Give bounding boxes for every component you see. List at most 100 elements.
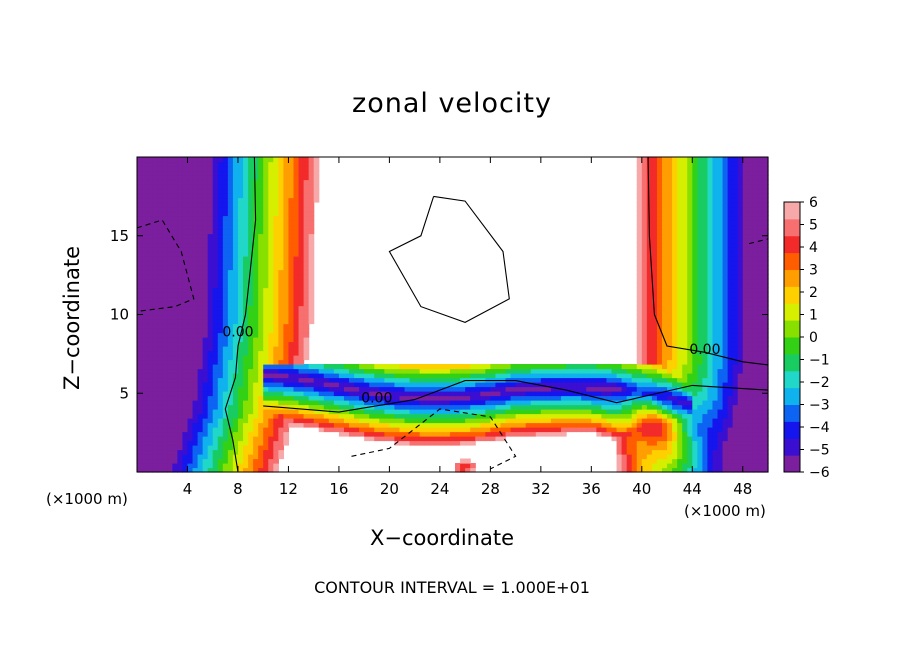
- heat-cell: [298, 350, 305, 356]
- heat-cell: [661, 224, 668, 230]
- heat-cell: [137, 395, 143, 401]
- heat-cell: [672, 382, 678, 388]
- heat-cell: [243, 458, 249, 464]
- heat-cell: [227, 422, 234, 428]
- heat-cell: [293, 233, 300, 239]
- heat-cell: [207, 449, 214, 455]
- heat-cell: [157, 247, 163, 253]
- heat-cell: [752, 337, 759, 343]
- heat-cell: [303, 283, 310, 289]
- heat-cell: [762, 454, 769, 460]
- heat-cell: [692, 179, 698, 185]
- heat-cell: [712, 206, 719, 212]
- heat-cell: [222, 440, 229, 446]
- heat-cell: [712, 395, 719, 401]
- heat-cell: [712, 179, 719, 185]
- heat-cell: [303, 305, 310, 311]
- heat-cell: [278, 395, 284, 401]
- heat-cell: [137, 247, 143, 253]
- heat-cell: [672, 319, 678, 325]
- heat-cell: [157, 265, 163, 271]
- heat-cell: [202, 422, 209, 428]
- heat-cell: [177, 440, 184, 446]
- heat-cell: [702, 404, 709, 410]
- heat-cell: [167, 323, 173, 329]
- heat-cell: [359, 395, 365, 401]
- heat-cell: [172, 418, 178, 424]
- heat-cell: [727, 206, 734, 212]
- heat-cell: [606, 431, 613, 437]
- heat-cell: [677, 283, 683, 289]
- heat-cell: [747, 265, 754, 271]
- heat-cell: [217, 292, 224, 298]
- heat-cell: [702, 310, 709, 316]
- heat-cell: [752, 422, 759, 428]
- heat-cell: [253, 179, 259, 185]
- heat-cell: [147, 359, 153, 365]
- heat-cell: [747, 247, 754, 253]
- heat-cell: [137, 301, 143, 307]
- heat-cell: [747, 319, 754, 325]
- heat-cell: [248, 328, 254, 334]
- heat-cell: [293, 395, 300, 401]
- heat-cell: [692, 265, 698, 271]
- heat-cell: [737, 215, 744, 221]
- heat-cell: [697, 346, 703, 352]
- heat-cell: [732, 265, 739, 271]
- heat-cell: [243, 386, 249, 392]
- heat-cell: [278, 377, 284, 383]
- heat-cell: [596, 382, 603, 388]
- heat-cell: [722, 193, 729, 199]
- heat-cell: [273, 427, 279, 433]
- heat-cell: [707, 238, 714, 244]
- heat-cell: [651, 346, 658, 352]
- heat-cell: [762, 202, 769, 208]
- heat-cell: [626, 458, 633, 464]
- heat-cell: [243, 422, 249, 428]
- heat-cell: [677, 251, 683, 257]
- heat-cell: [449, 386, 456, 392]
- heat-cell: [379, 413, 385, 419]
- heat-cell: [187, 445, 194, 451]
- heat-cell: [717, 364, 724, 370]
- heat-cell: [409, 400, 416, 406]
- heat-cell: [525, 400, 532, 406]
- heat-cell: [475, 400, 481, 406]
- heat-cell: [656, 197, 663, 203]
- heat-cell: [187, 215, 194, 221]
- heat-cell: [419, 364, 426, 370]
- heat-cell: [293, 197, 300, 203]
- heat-cell: [424, 386, 431, 392]
- heat-cell: [667, 188, 673, 194]
- heat-cell: [253, 265, 259, 271]
- heat-cell: [273, 215, 279, 221]
- heat-cell: [263, 422, 269, 428]
- heat-cell: [232, 449, 239, 455]
- heat-cell: [702, 305, 709, 311]
- heat-cell: [187, 328, 194, 334]
- heat-cell: [197, 355, 204, 361]
- heat-cell: [389, 422, 396, 428]
- heat-cell: [641, 247, 648, 253]
- heat-cell: [202, 449, 209, 455]
- heat-cell: [152, 197, 158, 203]
- heat-cell: [182, 458, 189, 464]
- heat-cell: [692, 332, 698, 338]
- heat-cell: [349, 413, 355, 419]
- heat-cell: [142, 350, 148, 356]
- heat-cell: [586, 409, 592, 415]
- heat-cell: [298, 265, 305, 271]
- heat-cell: [682, 274, 688, 280]
- heat-cell: [182, 400, 189, 406]
- heat-cell: [677, 211, 683, 217]
- heat-cell: [273, 364, 279, 370]
- heat-cell: [677, 355, 683, 361]
- heat-cell: [717, 292, 724, 298]
- heat-cell: [273, 341, 279, 347]
- heat-cell: [520, 400, 527, 406]
- heat-cell: [424, 382, 431, 388]
- heat-cell: [258, 400, 264, 406]
- heat-cell: [207, 395, 214, 401]
- heat-cell: [545, 373, 552, 379]
- heat-cell: [354, 409, 360, 415]
